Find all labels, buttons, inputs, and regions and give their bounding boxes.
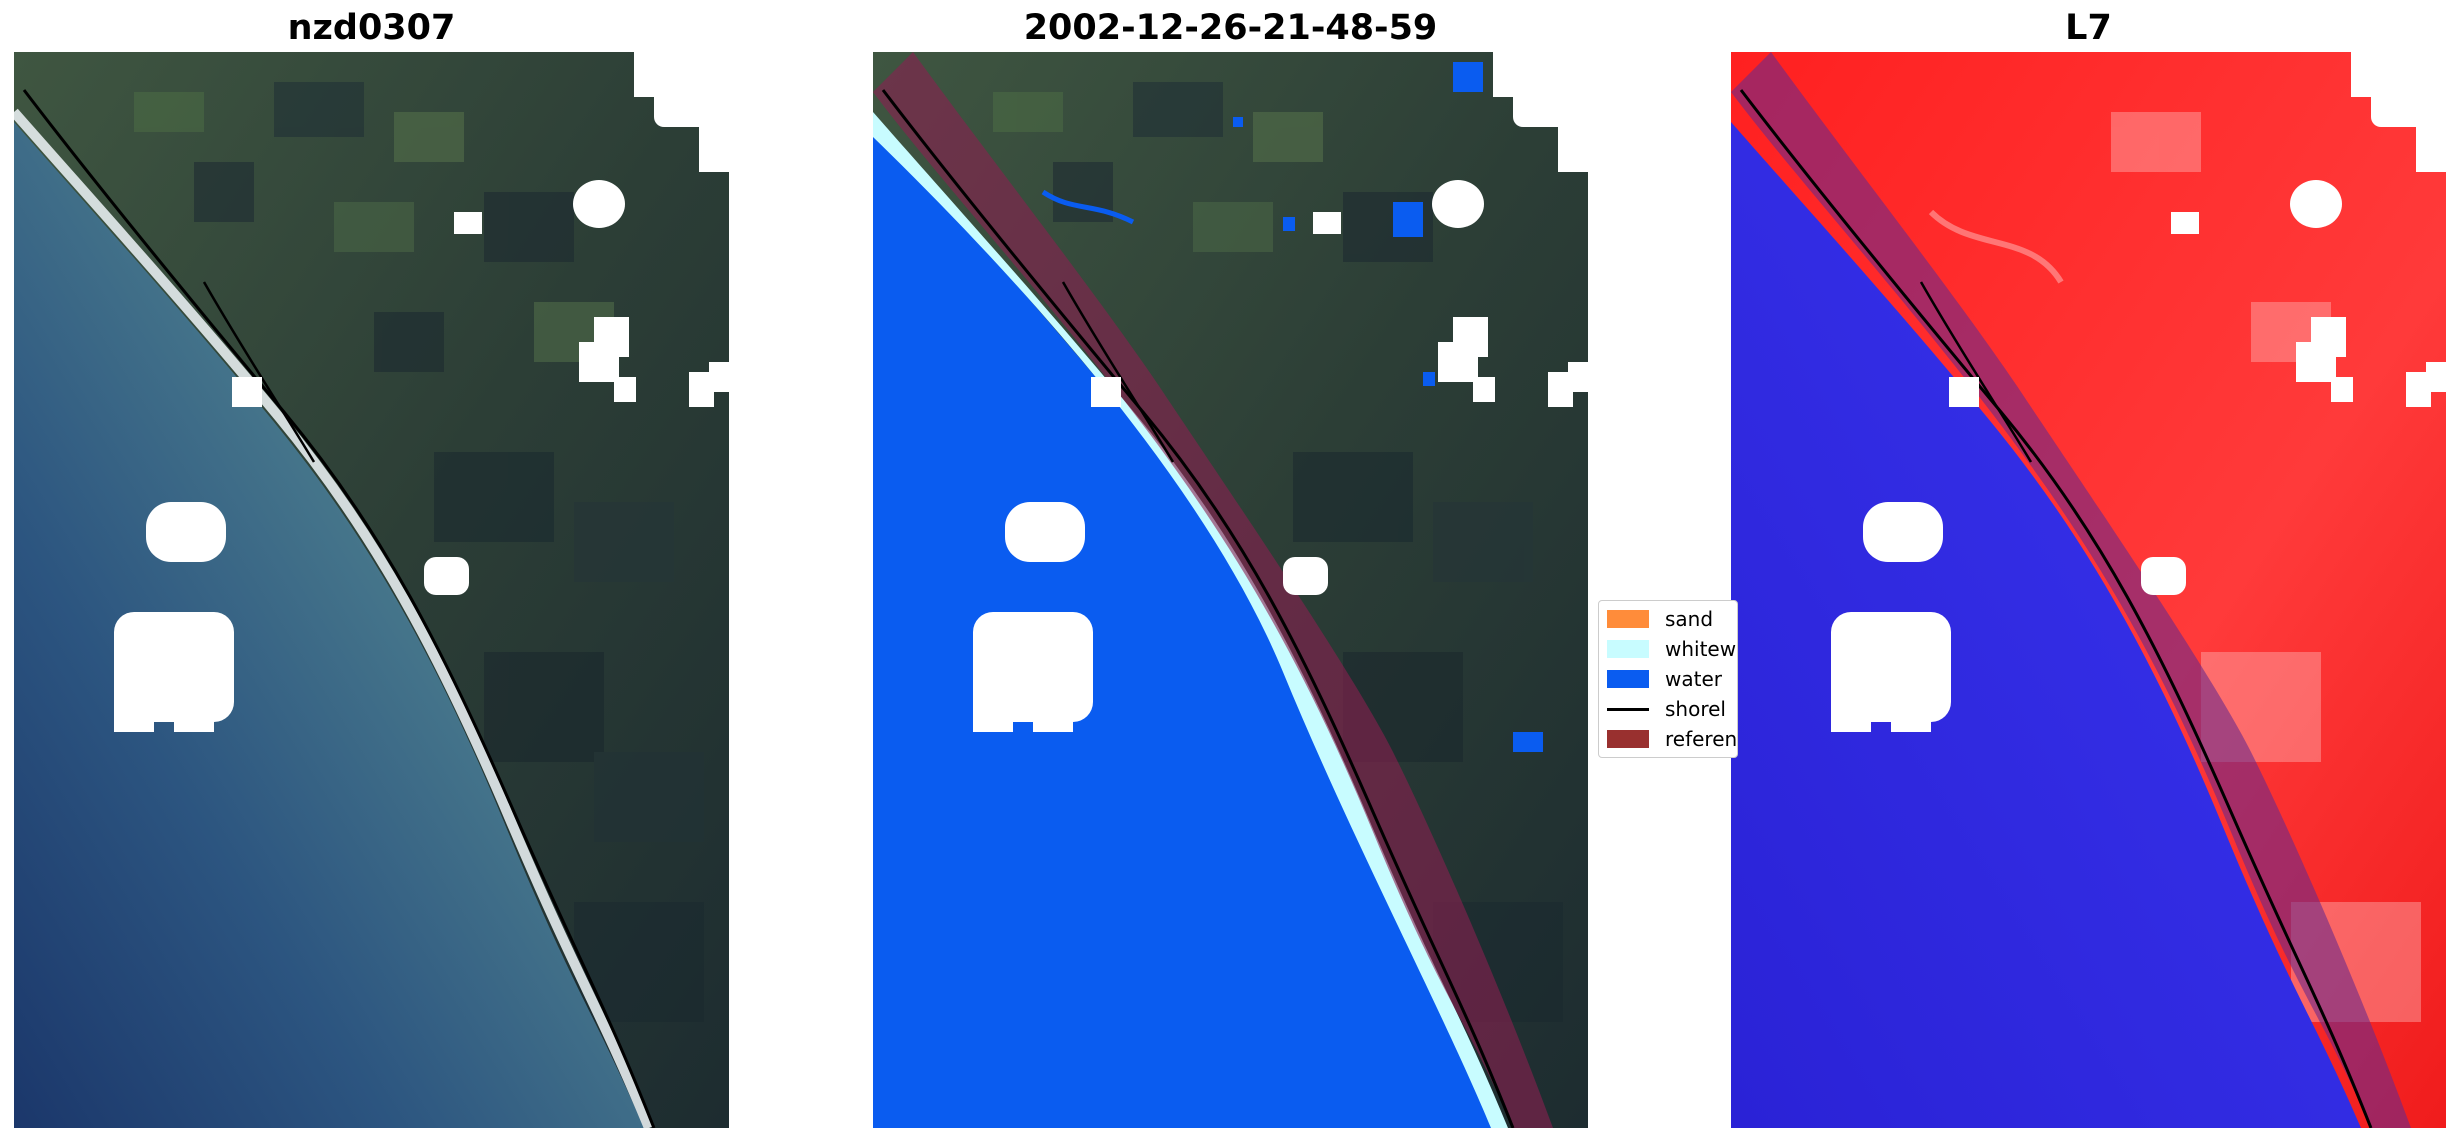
legend-label-reference: referen bbox=[1665, 727, 1738, 751]
legend-line-shoreline bbox=[1607, 707, 1649, 711]
legend-item-whitewater: whitew bbox=[1607, 637, 1736, 661]
legend-label-water: water bbox=[1665, 667, 1722, 691]
legend-label-whitewater: whitew bbox=[1665, 637, 1737, 661]
index-panel bbox=[1731, 52, 2446, 1128]
legend-swatch-water bbox=[1607, 670, 1649, 688]
rgb-image-panel bbox=[14, 52, 729, 1128]
rgb-image bbox=[14, 52, 729, 1128]
legend-swatch-sand bbox=[1607, 610, 1649, 628]
panel-title-classification: 2002-12-26-21-48-59 bbox=[1023, 8, 1438, 48]
legend-label-shoreline: shorel bbox=[1665, 697, 1726, 721]
legend-item-sand: sand bbox=[1607, 607, 1713, 631]
legend-swatch-whitewater bbox=[1607, 640, 1649, 658]
panel-title-rgb: nzd0307 bbox=[287, 8, 456, 48]
panel-title-index: L7 bbox=[2065, 8, 2112, 48]
legend-item-shoreline: shorel bbox=[1607, 697, 1726, 721]
legend-swatch-reference bbox=[1607, 730, 1649, 748]
classification-image bbox=[873, 52, 1588, 1128]
legend-item-water: water bbox=[1607, 667, 1722, 691]
classification-panel bbox=[873, 52, 1588, 1128]
legend-label-sand: sand bbox=[1665, 607, 1714, 631]
index-image bbox=[1731, 52, 2446, 1128]
legend-item-reference: referen bbox=[1607, 727, 1737, 751]
legend: sand whitew water shorel referen bbox=[1598, 600, 1738, 758]
